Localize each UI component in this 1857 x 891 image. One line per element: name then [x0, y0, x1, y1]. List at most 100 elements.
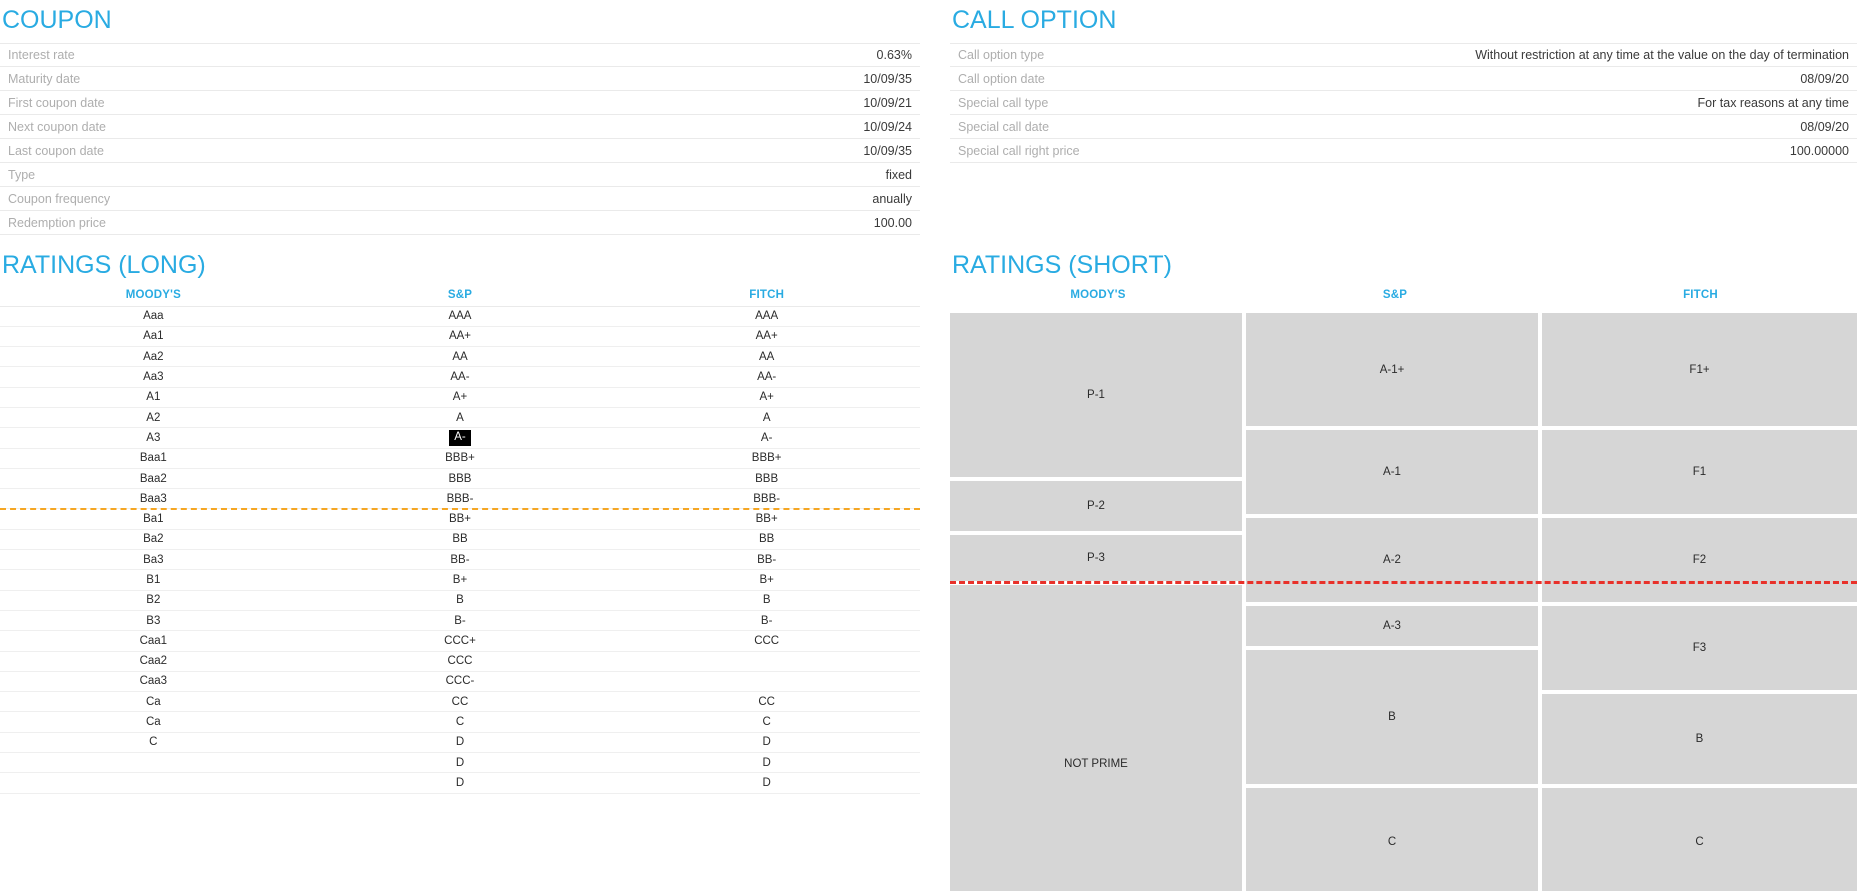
call-option-label: Call option type [958, 48, 1045, 62]
coupon-row: First coupon date 10/09/21 [0, 91, 920, 115]
ratings-long-row: Caa2 CCC [0, 651, 920, 672]
ratings-long-cell [613, 651, 920, 672]
ratings-short-cell-sp: A-1+ [1246, 313, 1538, 426]
ratings-short-cell-sp: A-3 [1246, 606, 1538, 646]
ratings-long-cell: D [306, 732, 614, 754]
ratings-long-cell: A- [306, 427, 614, 449]
ratings-long-cell: B3 [0, 610, 307, 632]
ratings-long-cell: D [306, 772, 614, 794]
ratings-short-title: RATINGS (SHORT) [952, 251, 1172, 279]
ratings-long-cell: BB [613, 529, 920, 551]
ratings-long-cell: Caa1 [0, 630, 307, 652]
ratings-long-col-header: FITCH [613, 284, 920, 307]
ratings-long-row: B1 B+ B+ [0, 569, 920, 591]
ratings-long-cell: Aa2 [0, 346, 307, 368]
ratings-long-row: Baa3 BBB- BBB- [0, 488, 920, 510]
ratings-long-col-header: S&P [306, 284, 614, 307]
ratings-long-cell: BBB+ [306, 448, 614, 469]
ratings-short-cell-sp: B [1246, 650, 1538, 784]
ratings-long-cell: Baa3 [0, 488, 307, 510]
ratings-long-cell: B [306, 590, 614, 611]
call-option-label: Special call right price [958, 143, 1080, 158]
ratings-long-cell: D [613, 772, 920, 794]
coupon-label: Redemption price [8, 215, 106, 230]
call-option-title: CALL OPTION [952, 6, 1117, 34]
ratings-short-panel: RATINGS (SHORT) MOODY'S S&P FITCH P-1 P-2… [950, 246, 1857, 891]
call-option-label: Special call date [958, 119, 1050, 134]
ratings-long-row: Aa1 AA+ AA+ [0, 326, 920, 348]
call-option-label: Special call type [958, 95, 1049, 110]
ratings-long-cell: A [613, 407, 920, 429]
ratings-long-row: Baa1 BBB+ BBB+ [0, 448, 920, 469]
ratings-long-cell: C [613, 711, 920, 733]
ratings-long-cell: C [306, 711, 614, 733]
ratings-long-cell: Ca [0, 691, 307, 713]
ratings-long-cell: AA- [306, 366, 614, 388]
ratings-long-cell [613, 671, 920, 693]
ratings-long-row: B2 B B [0, 590, 920, 611]
call-option-list: Call option type Without restriction at a… [950, 43, 1857, 163]
ratings-long-cell: A- [613, 427, 920, 449]
call-option-row: Special call type For tax reasons at any … [950, 91, 1857, 115]
ratings-long-cell: B2 [0, 590, 307, 611]
ratings-long-cell: CCC [613, 630, 920, 652]
ratings-long-cell: CCC [306, 651, 614, 672]
call-option-row: Special call date 08/09/20 [950, 115, 1857, 139]
ratings-short-cell-sp: C [1246, 788, 1538, 891]
coupon-value: fixed [885, 167, 912, 182]
ratings-long-cell: BBB- [306, 488, 614, 510]
coupon-value: 10/09/24 [863, 119, 912, 134]
ratings-long-cell: AA+ [613, 326, 920, 348]
ratings-short-cell-fitch: B [1542, 694, 1857, 784]
ratings-long-row: Aa3 AA- AA- [0, 366, 920, 388]
ratings-short-header-moodys: MOODY'S [1070, 289, 1126, 301]
coupon-value: anually [872, 191, 912, 206]
ratings-long-cell: BB- [613, 549, 920, 571]
coupon-label: First coupon date [8, 95, 105, 110]
coupon-value: 10/09/35 [863, 71, 912, 86]
ratings-long-cell: BB+ [306, 508, 614, 530]
ratings-long-row: Ba2 BB BB [0, 529, 920, 551]
coupon-row: Last coupon date 10/09/35 [0, 139, 920, 163]
ratings-long-row: Ba3 BB- BB- [0, 549, 920, 571]
ratings-short-cell-fitch: C [1542, 788, 1857, 891]
ratings-long-row: Ba1 BB+ BB+ [0, 508, 920, 530]
call-option-row: Call option type Without restriction at a… [950, 43, 1857, 67]
ratings-long-row: Ca CC CC [0, 691, 920, 713]
ratings-long-cell: Ba2 [0, 529, 307, 551]
ratings-long-cell [0, 772, 307, 794]
coupon-row: Coupon frequency anually [0, 187, 920, 211]
ratings-long-cell: AA- [613, 366, 920, 388]
ratings-long-cell: AAA [613, 306, 920, 327]
ratings-long-header-row: MOODY'S S&P FITCH [0, 284, 920, 307]
ratings-long-cell: C [0, 732, 307, 754]
ratings-long-row: B3 B- B- [0, 610, 920, 632]
ratings-short-cell-moodys: P-3 [950, 535, 1242, 581]
ratings-long-cell: B+ [306, 569, 614, 591]
coupon-label: Last coupon date [8, 143, 104, 158]
ratings-long-cell: A+ [613, 387, 920, 408]
coupon-row: Next coupon date 10/09/24 [0, 115, 920, 139]
ratings-short-cell-sp: A-2 [1246, 518, 1538, 602]
ratings-long-cell: B- [306, 610, 614, 632]
call-option-row: Call option date 08/09/20 [950, 67, 1857, 91]
ratings-long-title: RATINGS (LONG) [2, 251, 206, 279]
coupon-value: 10/09/35 [863, 143, 912, 158]
ratings-long-cell: BBB- [613, 488, 920, 510]
ratings-long-row: Caa1 CCC+ CCC [0, 630, 920, 652]
ratings-long-cell: Ba1 [0, 508, 307, 530]
ratings-long-cell: BB- [306, 549, 614, 571]
coupon-title: COUPON [2, 6, 112, 34]
coupon-row: Redemption price 100.00 [0, 211, 920, 235]
ratings-long-cell: A3 [0, 427, 307, 449]
call-option-panel: CALL OPTION Call option type Without rest… [950, 0, 1857, 163]
ratings-short-cell-moodys: P-1 [950, 313, 1242, 477]
ratings-long-cell: CC [613, 691, 920, 713]
ratings-long-cell: Caa3 [0, 671, 307, 693]
ratings-long-cell: AAA [306, 306, 614, 327]
